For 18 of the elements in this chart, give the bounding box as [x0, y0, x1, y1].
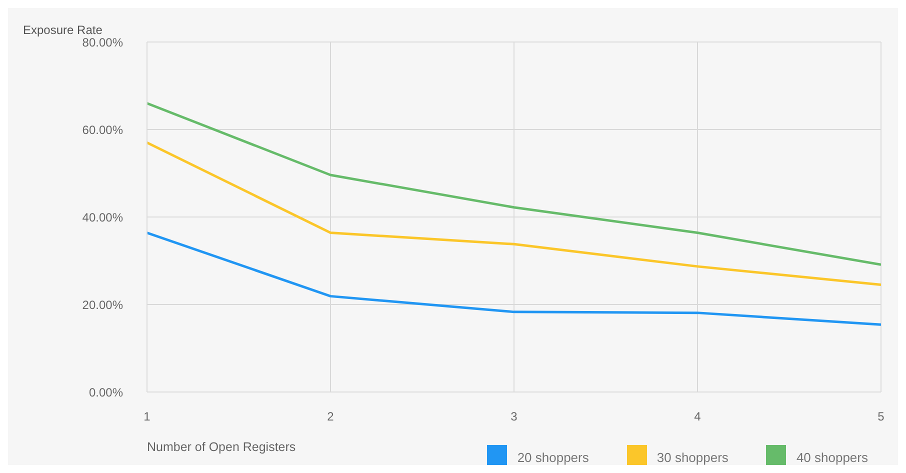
x-tick-label: 1: [144, 410, 151, 424]
y-axis-title: Exposure Rate: [23, 23, 102, 37]
y-tick-label: 40.00%: [82, 210, 124, 224]
y-tick-label: 80.00%: [82, 35, 124, 50]
x-tick-label: 3: [510, 410, 518, 424]
legend-label: 20 shoppers: [517, 450, 589, 465]
line-series: [147, 141, 881, 286]
y-tick-label: 0.00%: [88, 385, 124, 400]
line-series: [147, 102, 881, 266]
y-tick-label: 20.00%: [82, 298, 124, 312]
legend-label: 30 shoppers: [656, 450, 728, 465]
legend-label: 40 shoppers: [796, 450, 868, 465]
x-tick-label: 2: [327, 410, 334, 424]
x-tick-label: 4: [694, 410, 702, 424]
line-series: [147, 232, 881, 326]
y-tick-label: 60.00%: [82, 122, 124, 137]
x-axis-title: Number of Open Registers: [147, 440, 296, 454]
x-tick-label: 5: [878, 410, 885, 424]
